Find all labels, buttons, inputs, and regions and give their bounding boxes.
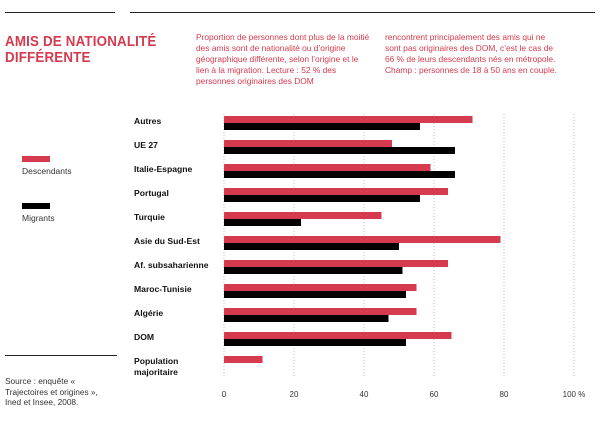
bar-migrants [224, 243, 399, 250]
bar-migrants [224, 147, 455, 154]
category-label: Maroc-Tunisie [134, 284, 192, 294]
bar-descendants [224, 116, 473, 123]
bar-descendants [224, 164, 431, 171]
legend-label-migrants: Migrants [22, 213, 55, 223]
bar-descendants [224, 332, 452, 339]
bar-migrants [224, 123, 420, 130]
bar-descendants [224, 284, 417, 291]
category-label: DOM [134, 332, 154, 342]
x-tick-label: 20 [290, 390, 299, 399]
bar-descendants [224, 212, 382, 219]
category-label: UE 27 [134, 140, 158, 150]
bar-migrants [224, 267, 403, 274]
category-label: Portugal [134, 188, 169, 198]
bar-migrants [224, 195, 420, 202]
top-rule-right [130, 12, 595, 13]
bar-descendants [224, 140, 392, 147]
category-label: Turquie [134, 212, 165, 222]
bar-migrants [224, 171, 455, 178]
legend-swatch-descendants [22, 156, 50, 162]
legend-label-descendants: Descendants [22, 166, 72, 176]
bar-descendants [224, 236, 501, 243]
category-label: Asie du Sud-Est [134, 236, 200, 246]
legend-swatch-migrants [22, 203, 50, 209]
bar-descendants [224, 260, 448, 267]
source-rule [5, 355, 117, 356]
chart-title: AMIS DE NATIONALITÉ DIFFÉRENTE [5, 34, 157, 66]
x-tick-label: 40 [360, 390, 369, 399]
category-label: Italie-Espagne [134, 164, 192, 174]
top-rule-left [5, 12, 115, 13]
category-label: Af. subsaharienne [134, 260, 209, 270]
description-column-2: rencontrent principalement des amis qui … [385, 32, 557, 75]
bar-descendants [224, 188, 448, 195]
bar-migrants [224, 339, 406, 346]
description-column-1: Proportion de personnes dont plus de la … [196, 32, 370, 86]
category-label: Autres [134, 116, 161, 126]
x-tick-label: 80 [500, 390, 509, 399]
category-label: Population [134, 356, 178, 366]
bar-descendants [224, 356, 263, 363]
source-note: Source : enquête « Trajectoires et origi… [5, 376, 98, 407]
bar-migrants [224, 291, 406, 298]
bar-migrants [224, 219, 301, 226]
category-label: majoritaire [134, 367, 178, 377]
bar-descendants [224, 308, 417, 315]
category-label: Algérie [134, 308, 163, 318]
x-tick-label: 100 % [563, 390, 586, 399]
x-tick-label: 60 [430, 390, 439, 399]
bar-migrants [224, 315, 389, 322]
x-tick-label: 0 [222, 390, 227, 399]
